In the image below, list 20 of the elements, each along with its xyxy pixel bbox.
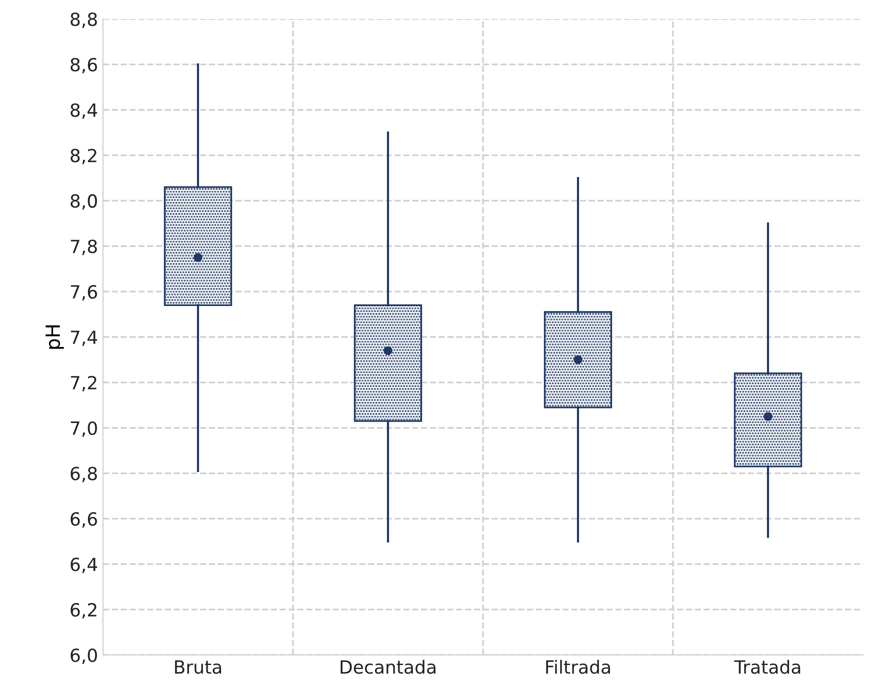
y-tick-label: 6,0	[70, 648, 97, 664]
y-tick-label: 8,0	[70, 194, 97, 210]
x-tick-label: Decantada	[340, 660, 436, 674]
x-tick-label: Filtrada	[546, 660, 610, 674]
y-tick-label: 7,6	[70, 285, 98, 301]
y-tick-label: 6,4	[70, 558, 98, 574]
y-tick-label: 7,8	[70, 240, 97, 256]
x-tick-label: Bruta	[175, 660, 222, 674]
x-tick-label: Tratada	[734, 660, 800, 674]
y-tick-label: 6,8	[70, 466, 97, 482]
y-tick-label: 7,0	[70, 421, 97, 437]
y-tick-label: 8,2	[70, 148, 96, 164]
y-tick-label: 7,2	[70, 376, 96, 392]
y-axis-title: pH	[46, 325, 64, 349]
y-tick-label: 6,6	[70, 512, 98, 528]
y-tick-label: 8,4	[70, 103, 98, 119]
y-tick-label: 6,2	[70, 603, 96, 619]
y-tick-label: 7,4	[70, 330, 98, 346]
y-tick-label: 8,6	[70, 58, 98, 74]
y-tick-label: 8,8	[70, 12, 97, 28]
